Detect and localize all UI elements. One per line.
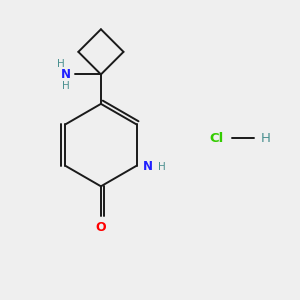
Text: Cl: Cl — [210, 132, 224, 145]
Text: H: H — [57, 58, 64, 69]
Text: N: N — [61, 68, 70, 81]
Text: H: H — [261, 132, 271, 145]
Text: N: N — [142, 160, 152, 173]
Text: H: H — [158, 162, 166, 172]
Text: O: O — [96, 221, 106, 234]
Text: H: H — [62, 81, 70, 91]
